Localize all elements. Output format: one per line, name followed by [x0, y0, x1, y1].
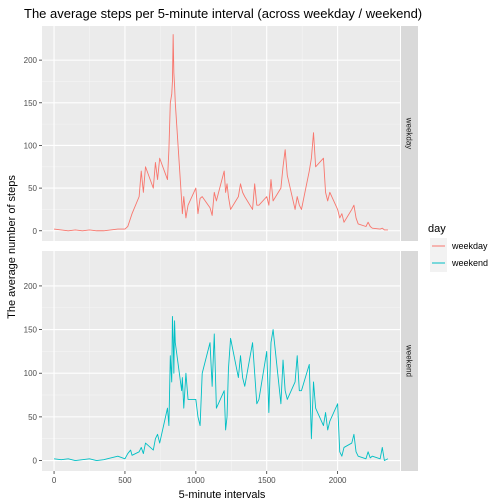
panel-background — [42, 26, 400, 241]
y-tick-label: 100 — [24, 369, 38, 378]
y-axis-title: The average number of steps — [6, 175, 18, 319]
x-tick-label: 2000 — [329, 476, 347, 485]
facet-strip-label: weekday — [405, 117, 414, 150]
facet-panels: 0 50 100 150 200 weekday 0 50 100 150 200 weekend 0 5… — [24, 26, 418, 485]
y-tick-label: 150 — [24, 326, 38, 335]
y-tick-label: 100 — [24, 141, 38, 150]
x-tick-label: 1000 — [187, 476, 205, 485]
y-tick-label: 200 — [24, 282, 38, 291]
y-tick-label: 50 — [28, 413, 37, 422]
facet-panel-weekend: 0 50 100 150 200 weekend — [24, 251, 418, 471]
y-tick-label: 200 — [24, 56, 38, 65]
x-tick-label: 1500 — [258, 476, 276, 485]
y-tick-label: 0 — [33, 227, 38, 236]
x-axis-title: 5-minute intervals — [179, 489, 266, 501]
y-tick-label: 0 — [33, 457, 38, 466]
x-tick-label: 0 — [52, 476, 57, 485]
chart-title: The average steps per 5-minute interval … — [24, 6, 422, 21]
x-tick-label: 500 — [118, 476, 132, 485]
panel-background — [42, 251, 400, 471]
facet-strip-label: weekend — [405, 344, 414, 377]
legend-label-weekday: weekday — [451, 241, 488, 251]
legend-label-weekend: weekend — [451, 258, 488, 268]
y-tick-label: 150 — [24, 99, 38, 108]
y-tick-label: 50 — [28, 184, 37, 193]
facet-panel-weekday: 0 50 100 150 200 weekday — [24, 26, 418, 241]
legend-title: day — [428, 223, 446, 235]
legend: day weekday weekend — [428, 223, 488, 272]
